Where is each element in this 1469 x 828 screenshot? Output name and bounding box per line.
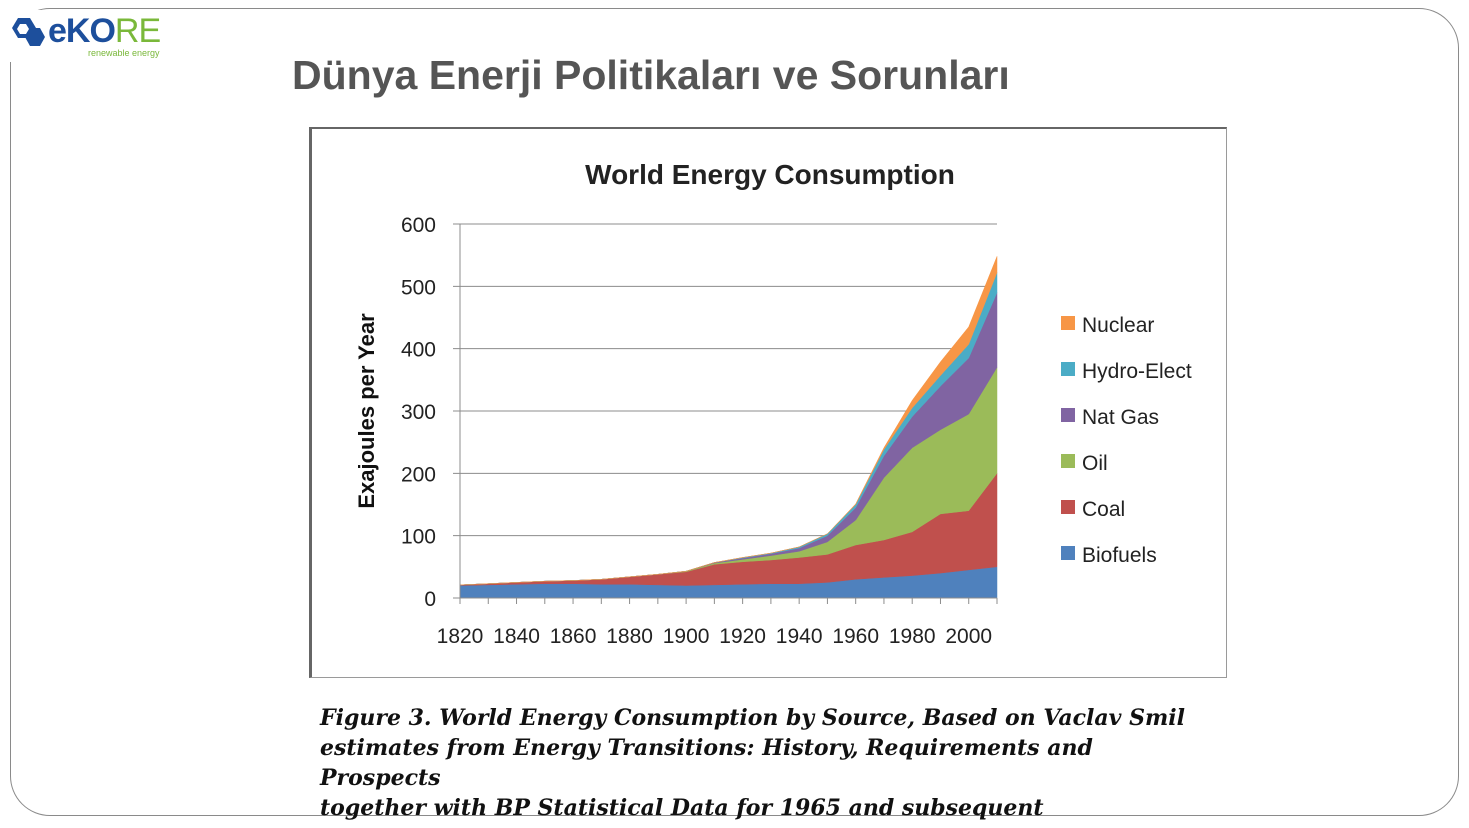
y-tick-label: 600 — [401, 214, 436, 237]
logo-tagline: renewable energy — [88, 48, 160, 58]
y-tick-label: 300 — [401, 401, 436, 424]
figure-caption: Figure 3. World Energy Consumption by So… — [320, 703, 1220, 823]
chart-title: World Energy Consumption — [585, 159, 955, 190]
x-tick-label: 1960 — [832, 625, 879, 648]
x-tick-label: 1880 — [606, 625, 653, 648]
caption-line: estimates from Energy Transitions: Histo… — [320, 735, 1093, 761]
logo-hexagon-icon — [12, 18, 45, 46]
caption-line: together with BP Statistical Data for 19… — [320, 795, 1044, 821]
legend-label: Nat Gas — [1082, 406, 1159, 429]
legend-swatch — [1061, 500, 1075, 514]
chart-container: World Energy Consumption 0 100 200 300 400 500… — [309, 127, 1227, 678]
legend-label: Biofuels — [1082, 544, 1157, 567]
logo-brand-a: eKO — [48, 12, 116, 50]
legend-label: Hydro-Elect — [1082, 360, 1192, 383]
x-tick-label: 1980 — [889, 625, 936, 648]
series-area-nuclear — [459, 256, 998, 586]
y-tick-label: 100 — [401, 526, 436, 549]
legend-swatch — [1061, 362, 1075, 376]
legend-label: Oil — [1082, 452, 1108, 475]
logo-brand-b: RE — [114, 12, 161, 50]
legend-swatch — [1061, 546, 1075, 560]
x-tick-label: 1820 — [437, 625, 484, 648]
logo-wordmark: eKORE — [48, 12, 161, 50]
company-logo: eKORE renewable energy — [6, 10, 170, 62]
y-tick-label: 0 — [424, 588, 436, 611]
legend-swatch — [1061, 316, 1075, 330]
legend-swatch — [1061, 408, 1075, 422]
x-tick-label: 1840 — [493, 625, 540, 648]
area-chart: World Energy Consumption 0 100 200 300 400 500… — [354, 159, 1192, 648]
x-tick-label: 1900 — [663, 625, 710, 648]
y-tick-label: 500 — [401, 276, 436, 299]
y-tick-label: 200 — [401, 463, 436, 486]
y-tick-label: 400 — [401, 339, 436, 362]
caption-line: Figure 3. World Energy Consumption by So… — [320, 705, 1185, 731]
y-axis-label: Exajoules per Year — [354, 313, 379, 509]
x-tick-label: 1860 — [550, 625, 597, 648]
slide-frame — [10, 8, 1459, 816]
x-tick-label: 1940 — [776, 625, 823, 648]
legend-swatch — [1061, 454, 1075, 468]
page-title: Dünya Enerji Politikaları ve Sorunları — [292, 52, 1010, 98]
x-tick-label: 1920 — [719, 625, 766, 648]
caption-line: Prospects — [320, 765, 441, 791]
x-tick-label: 2000 — [945, 625, 992, 648]
legend-label: Nuclear — [1082, 314, 1154, 337]
legend-label: Coal — [1082, 498, 1125, 521]
